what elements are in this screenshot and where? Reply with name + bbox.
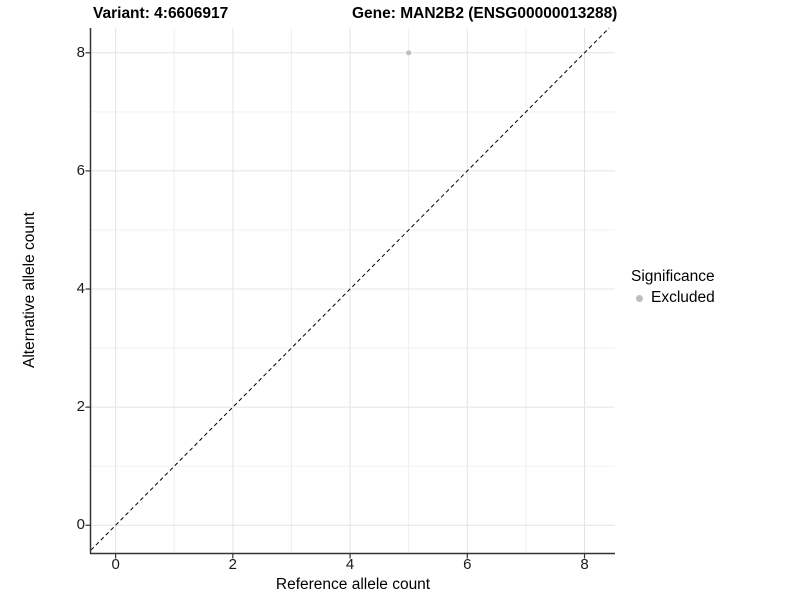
legend-item-label: Excluded [651,289,715,306]
x-axis-title: Reference allele count [275,576,431,593]
plot-title-gene: Gene: MAN2B2 (ENSG00000013288) [352,5,618,22]
excluded-point-icon [636,294,643,302]
y-tick-label: 6 [76,161,85,179]
x-tick-label: 4 [345,556,355,573]
y-tick-label: 0 [76,516,85,534]
plot-panel [91,28,615,553]
identity-reference-line [90,27,610,551]
x-tick-label: 8 [580,556,589,573]
x-tick-label: 2 [228,556,237,573]
y-tick-label: 2 [76,398,85,416]
legend: Significance Excluded [631,268,715,307]
legend-item-excluded: Excluded [631,289,715,307]
plot-title-variant: Variant: 4:6606917 [93,5,229,22]
legend-title: Significance [631,268,715,285]
x-tick-label: 6 [463,556,472,573]
data-point [406,50,412,56]
y-tick-label: 4 [76,280,85,298]
y-tick-label: 8 [76,43,85,61]
y-axis-title: Alternative allele count [21,212,38,368]
x-tick-label: 0 [111,556,120,573]
